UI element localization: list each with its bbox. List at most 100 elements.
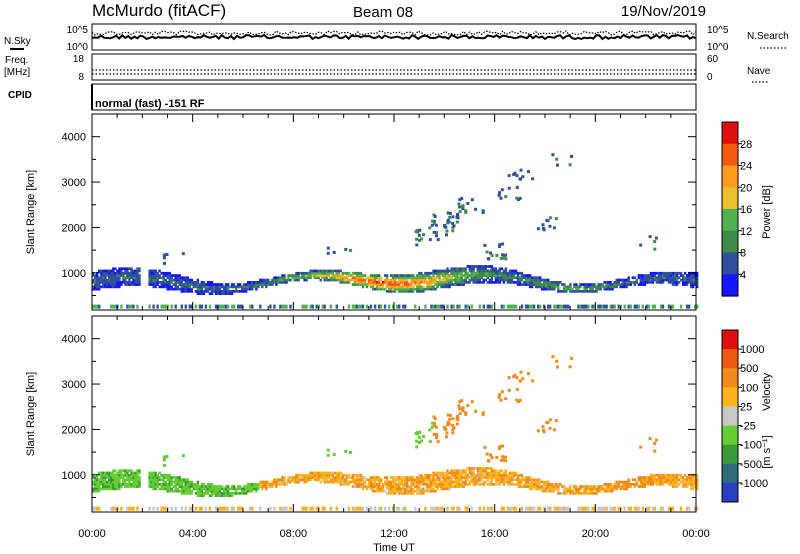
velocity-cell [482,471,485,475]
nsky-trace [91,33,697,41]
velocity-cell [381,485,385,488]
velocity-cell [224,485,228,488]
velocity-clutter [110,506,113,511]
power-clutter [347,304,351,309]
velocity-cell [98,487,101,491]
velocity-cell [118,471,121,475]
velocity-cell [577,492,580,495]
velocity-cell [230,487,234,491]
power-cell [506,278,510,282]
power-cell [224,283,228,286]
velocity-cell [649,473,653,477]
power-cell [613,283,616,286]
velocity-cell [196,485,200,488]
power-cell [615,285,618,289]
power-cell [94,276,97,280]
power-cell [176,274,179,277]
velocity-cell [428,485,431,488]
power-clutter [526,304,530,309]
power-cell [371,278,375,282]
power-cell [128,267,131,271]
velocity-cell [273,480,276,484]
velocity-cell [347,480,351,484]
power-cell [371,285,375,289]
power-clutter [353,304,357,309]
power-clutter [613,304,616,309]
power-cell [649,274,653,277]
power-cell [118,271,121,275]
power-cell [150,276,153,280]
velocity-cell [555,487,558,491]
power-scatter [495,253,499,257]
velocity-cell [522,476,526,479]
power-cell [396,281,399,284]
velocity-cell [400,492,403,495]
velocity-cell [301,473,304,477]
velocity-cell [333,476,336,479]
velocity-cell [488,476,491,479]
power-cell [470,276,473,280]
velocity-cell [518,473,522,477]
velocity-cell [685,478,689,482]
velocity-cell [613,483,616,486]
power-cell [488,269,491,273]
velocity-clutter [532,506,536,511]
velocity-scatter [458,400,462,404]
velocity-cell [271,483,274,486]
velocity-cell [170,480,173,484]
power-cell [245,290,248,293]
power-cell [202,283,206,286]
velocity-cell [516,478,520,482]
velocity-cell [637,478,640,482]
velocity-scatter [507,376,511,380]
velocity-cell [659,480,663,484]
velocity-cell [162,487,165,491]
velocity-cell [112,476,115,479]
velocity-clutter [303,506,306,511]
power-cell [601,283,604,286]
velocity-cell [512,483,516,486]
power-cell [472,276,475,280]
power-cell [319,274,322,277]
velocity-cell [293,476,296,479]
power-cell [279,276,282,280]
velocity-cell [414,485,417,488]
velocity-clutter [148,506,151,511]
power-cell [434,281,437,284]
power-cell [422,285,425,289]
velocity-cell [186,492,189,495]
velocity-cell [112,478,115,482]
power-cell [639,276,642,280]
power-clutter [557,304,560,309]
velocity-cell [430,487,433,491]
power-cell [281,276,284,280]
power-cell [536,283,540,286]
velocity-cell [210,494,214,497]
power-cell [168,271,171,275]
velocity-cell [357,476,361,479]
velocity-scatter [521,377,525,381]
velocity-cell [617,485,620,488]
velocity-scatter [498,447,501,450]
power-cell [390,287,393,291]
power-scatter [451,221,455,225]
velocity-cell [390,492,393,495]
velocity-cell [470,476,473,479]
velocity-cell [152,476,155,479]
power-cell [659,278,663,282]
power-cell [557,281,560,284]
velocity-cell [102,487,105,491]
velocity-cell [434,483,437,486]
power-cell [349,278,353,282]
power-cell [557,285,560,289]
power-cell [102,276,105,280]
power-cell [241,285,244,289]
velocity-clutter [696,506,699,511]
velocity-cell [440,473,443,477]
velocity-cell [506,480,510,484]
velocity-cell [478,483,481,486]
velocity-cell [418,492,421,495]
velocity-cell [379,478,383,482]
velocity-cell [110,480,113,484]
